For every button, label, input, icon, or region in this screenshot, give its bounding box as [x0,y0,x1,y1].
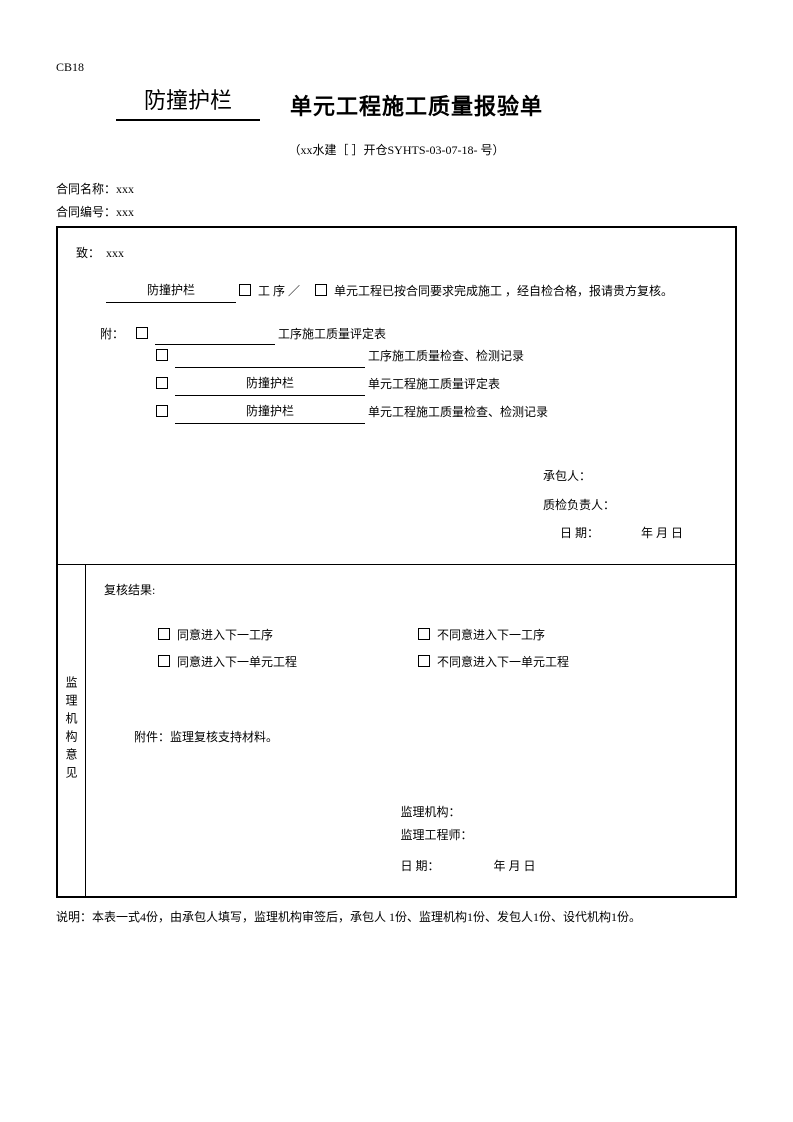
to-value: xxx [106,246,124,260]
attach-suffix-0: 工序施工质量评定表 [278,327,386,341]
date-label: 日 期： [560,526,599,540]
option-row: 同意进入下一工序 不同意进入下一工序 [158,626,717,643]
review-signature-block: 监理机构： 监理工程师： 日 期： 年 月 日 [104,801,717,877]
checkbox-icon[interactable] [156,349,168,361]
attach-label: 附： [100,327,124,341]
contractor-section: 致： xxx 防撞护栏 工 序 ／ 单元工程已按合同要求完成施工 ，经自检合格，… [58,228,735,565]
option-cell: 不同意进入下一单元工程 [418,653,678,670]
contract-name-label: 合同名称： [56,182,116,196]
attach-row: 防撞护栏 单元工程施工质量评定表 [156,372,717,396]
contractor-signature-block: 承包人： 质检负责人： 日 期： 年 月 日 [76,462,717,548]
review-date-label: 日 期： [401,859,440,873]
intro-line: 防撞护栏 工 序 ／ 单元工程已按合同要求完成施工 ，经自检合格，报请贵方复核。 [106,279,717,303]
intro-tail: 单元工程已按合同要求完成施工 ，经自检合格，报请贵方复核。 [334,284,673,298]
options-grid: 同意进入下一工序 不同意进入下一工序 同意进入下一单元工程 [158,626,717,670]
intro-fill[interactable]: 防撞护栏 [106,279,236,303]
attach-suffix-2: 单元工程施工质量评定表 [368,377,500,391]
attach-suffix-3: 单元工程施工质量检查、检测记录 [368,405,548,419]
contract-no-line: 合同编号：xxx [56,203,737,220]
option-cell: 同意进入下一工序 [158,626,418,643]
contract-name-line: 合同名称：xxx [56,180,737,197]
review-org-label: 监理机构： [401,805,461,819]
review-date-value: 年 月 日 [494,859,536,873]
supervisor-section: 监理机构意见 复核结果: 同意进入下一工序 不同意进入下一工序 [58,565,735,895]
option-cell: 不同意进入下一工序 [418,626,678,643]
checkbox-icon[interactable] [136,327,148,339]
checkbox-icon[interactable] [418,628,430,640]
review-result-label: 复核结果: [104,581,717,598]
checkbox-icon[interactable] [156,405,168,417]
review-attach: 附件：监理复核支持材料。 [134,728,717,745]
opt-c: 同意进入下一单元工程 [177,655,297,669]
checkbox-icon[interactable] [158,655,170,667]
attach-fill-3[interactable]: 防撞护栏 [175,400,365,424]
date-value: 年 月 日 [641,526,683,540]
opt-a: 同意进入下一工序 [177,628,273,642]
title-left-underlined: 防撞护栏 [116,83,260,121]
checkbox-icon[interactable] [418,655,430,667]
side-label: 监理机构意见 [58,565,86,895]
checkbox-icon[interactable] [156,377,168,389]
title-right: 单元工程施工质量报验单 [290,89,543,121]
opt-b: 不同意进入下一工序 [437,628,545,642]
contract-no-value: xxx [116,205,134,219]
review-engineer-label: 监理工程师： [401,828,473,842]
contract-name-value: xxx [116,182,134,196]
checkbox-icon[interactable] [158,628,170,640]
option-row: 同意进入下一单元工程 不同意进入下一单元工程 [158,653,717,670]
attachments-block: 附： 工序施工质量评定表 工序施工质量检查、检测记录 防撞护栏 单元工程施工质量… [130,323,717,424]
checkbox-icon[interactable] [239,284,251,296]
attach-fill-2[interactable]: 防撞护栏 [175,372,365,396]
footnote: 说明：本表一式4份，由承包人填写，监理机构审签后，承包人 1份、监理机构1份、发… [56,908,737,927]
checkbox-icon[interactable] [315,284,327,296]
opt-d: 不同意进入下一单元工程 [437,655,569,669]
contractor-label: 承包人： [543,462,683,491]
form-code: CB18 [56,60,737,75]
form-box: 致： xxx 防撞护栏 工 序 ／ 单元工程已按合同要求完成施工 ，经自检合格，… [56,226,737,898]
attach-row: 工序施工质量检查、检测记录 [156,345,717,368]
page: CB18 防撞护栏 单元工程施工质量报验单 （xx水建［ ］开仓SYHTS-03… [0,0,793,967]
title-row: 防撞护栏 单元工程施工质量报验单 [56,83,737,121]
attach-suffix-1: 工序施工质量检查、检测记录 [368,349,524,363]
option-cell: 同意进入下一单元工程 [158,653,418,670]
attach-fill-1[interactable] [175,367,365,368]
contract-no-label: 合同编号： [56,205,116,219]
to-label: 致： [76,246,100,260]
attach-row: 防撞护栏 单元工程施工质量检查、检测记录 [156,400,717,424]
seq-label: 工 序 [258,284,285,298]
review-body: 复核结果: 同意进入下一工序 不同意进入下一工序 [86,565,735,895]
document-number: （xx水建［ ］开仓SYHTS-03-07-18- 号） [56,141,737,158]
slash: ／ [288,284,300,298]
qc-label: 质检负责人： [543,491,683,520]
to-line: 致： xxx [76,242,717,265]
